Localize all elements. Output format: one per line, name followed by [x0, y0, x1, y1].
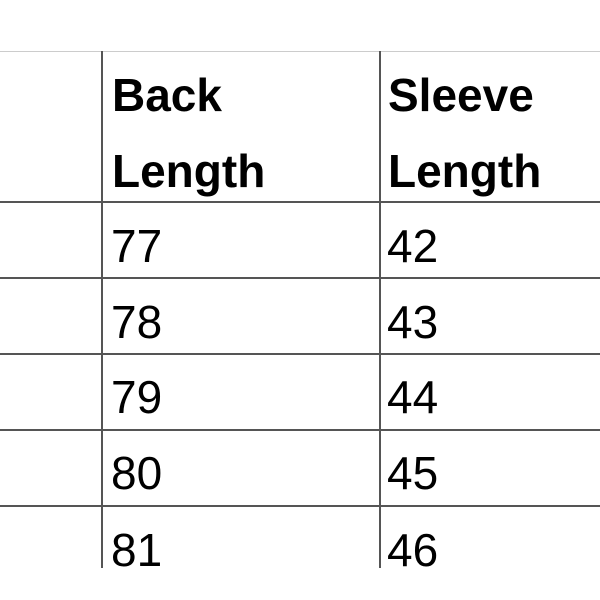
table-top-border [0, 51, 600, 52]
header-back-length-line2: Length [112, 145, 266, 197]
column-divider [101, 51, 103, 568]
sleeve-length-cell: 43 [387, 296, 439, 348]
sleeve-length-cell: 46 [387, 524, 439, 576]
back-length-cell: 80 [111, 447, 163, 499]
header-sleeve-length-line1: Sleeve [388, 69, 534, 121]
sleeve-length-cell: 44 [387, 371, 439, 423]
row-divider [0, 201, 600, 203]
header-back-length-line1: Back [112, 69, 222, 121]
header-sleeve-length-line2: Length [388, 145, 542, 197]
back-length-cell: 77 [111, 220, 163, 272]
back-length-cell: 78 [111, 296, 163, 348]
row-divider [0, 429, 600, 431]
back-length-cell: 81 [111, 524, 163, 576]
sleeve-length-cell: 45 [387, 447, 439, 499]
row-divider [0, 277, 600, 279]
back-length-cell: 79 [111, 371, 163, 423]
column-divider [379, 51, 381, 568]
sleeve-length-cell: 42 [387, 220, 439, 272]
row-divider [0, 353, 600, 355]
row-divider [0, 505, 600, 507]
